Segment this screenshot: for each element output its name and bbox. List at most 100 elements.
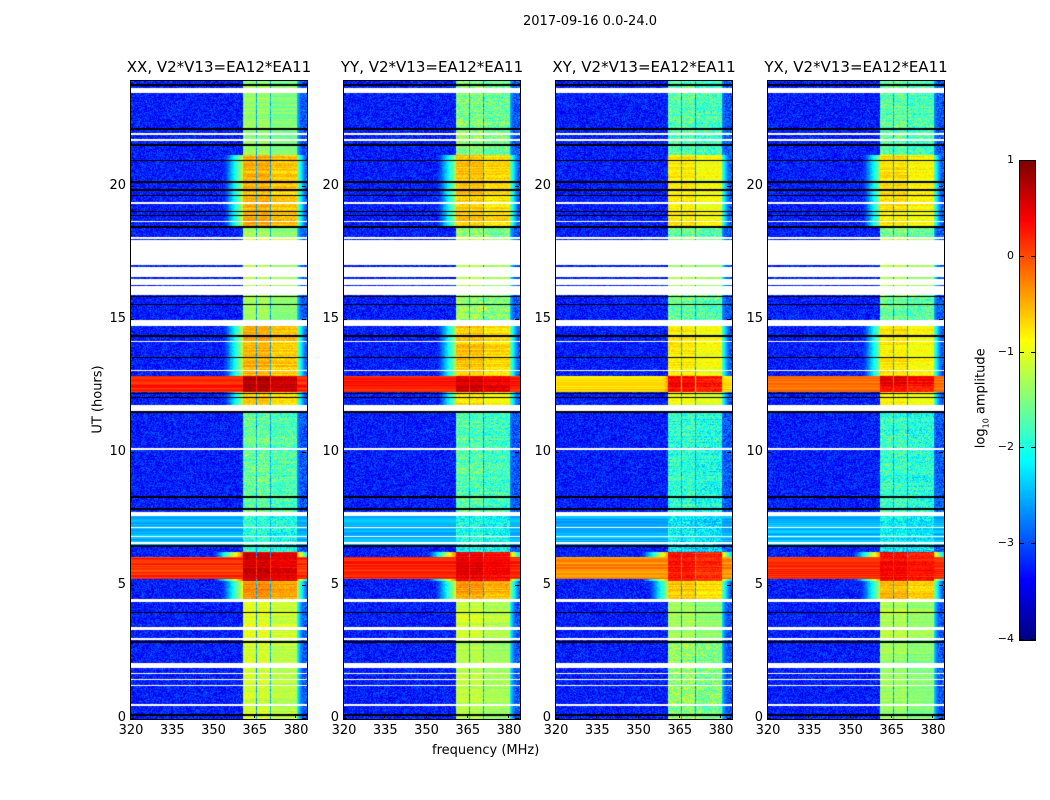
y-tick-label: 5 (330, 577, 339, 593)
x-tick-mark (384, 714, 386, 718)
colorbar-tick-label: 1 (1007, 153, 1014, 166)
x-tick-mark (212, 714, 214, 718)
x-tick-mark (253, 714, 255, 718)
colorbar-tick-mark (1020, 351, 1024, 353)
waterfall-image (131, 81, 307, 719)
colorbar-label: log10 amplitude (973, 348, 991, 449)
y-tick-label: 10 (746, 444, 763, 460)
y-tick-mark (727, 186, 731, 188)
x-tick-label: 380 (496, 723, 522, 738)
y-tick-mark (130, 585, 134, 587)
spectrogram-panel: YY, V2*V13=EA12*EA11 0 5 10 15 20 320 335 350 365… (322, 58, 523, 738)
x-tick-label: 320 (755, 723, 781, 738)
y-tick-mark (767, 452, 771, 454)
x-tick-label: 380 (283, 723, 309, 738)
x-tick-label: 350 (626, 723, 651, 738)
y-tick-label: 5 (117, 577, 126, 593)
colorbar-tick-label: −4 (997, 632, 1014, 645)
y-tick-mark (555, 186, 559, 188)
y-tick-label: 15 (322, 311, 339, 327)
colorbar-tick-mark (1031, 351, 1035, 353)
y-tick-mark (555, 585, 559, 587)
y-tick-label: 5 (542, 577, 551, 593)
x-tick-mark (171, 714, 173, 718)
colorbar-tick-mark (1020, 543, 1024, 545)
y-tick-mark (939, 452, 943, 454)
colorbar-tick-label: 0 (1007, 248, 1014, 262)
y-tick-label: 20 (534, 178, 551, 194)
x-tick-label: 320 (543, 723, 569, 738)
colorbar-tick-mark (1031, 447, 1035, 449)
colorbar-tick-mark (1020, 160, 1024, 161)
x-tick-label: 365 (455, 723, 481, 738)
x-tick-label: 335 (159, 723, 185, 738)
y-tick-mark (343, 452, 347, 454)
y-tick-mark (302, 452, 306, 454)
y-tick-mark (130, 452, 134, 454)
y-tick-mark (515, 452, 519, 454)
y-tick-label: 15 (109, 311, 126, 327)
x-tick-mark (425, 714, 427, 718)
y-tick-mark (555, 452, 559, 454)
y-tick-mark (130, 718, 134, 719)
x-tick-label: 380 (708, 723, 734, 738)
colorbar-tick-mark (1031, 639, 1035, 640)
colorbar-tick-label: −3 (997, 536, 1014, 550)
x-tick-mark (343, 714, 344, 718)
colorbar-tick-mark (1031, 255, 1035, 257)
x-tick-label: 365 (242, 723, 268, 738)
colorbar-tick-label: −2 (997, 440, 1014, 454)
y-tick-label: 0 (542, 710, 551, 725)
waterfall-image (344, 81, 520, 719)
y-tick-label: 0 (117, 710, 126, 725)
colorbar-tick-mark (1031, 543, 1035, 545)
spectrogram-panel: XX, V2*V13=EA12*EA11 0 5 10 15 20 320 335 350 365… (109, 58, 311, 738)
x-tick-mark (130, 714, 131, 718)
x-tick-mark (720, 714, 721, 718)
x-tick-label: 350 (414, 723, 439, 738)
y-tick-label: 0 (330, 710, 339, 725)
x-tick-mark (555, 714, 556, 718)
y-tick-mark (343, 585, 347, 587)
x-tick-mark (637, 714, 639, 718)
x-tick-mark (466, 714, 468, 718)
y-tick-label: 0 (754, 710, 763, 725)
x-axis-label: frequency (MHz) (432, 743, 540, 758)
y-tick-label: 10 (322, 444, 339, 460)
y-tick-mark (727, 718, 731, 719)
y-tick-mark (939, 319, 943, 321)
y-tick-mark (515, 718, 519, 719)
y-tick-label: 10 (109, 444, 126, 460)
x-tick-mark (295, 714, 296, 718)
colorbar-tick-mark (1020, 255, 1024, 257)
colorbar (1019, 160, 1036, 641)
y-tick-label: 20 (746, 178, 763, 194)
x-tick-label: 320 (118, 723, 144, 738)
x-tick-mark (596, 714, 598, 718)
y-tick-mark (939, 186, 943, 188)
panel-title: XY, V2*V13=EA12*EA11 (552, 58, 736, 76)
colorbar-tick-mark (1020, 447, 1024, 449)
x-tick-label: 365 (667, 723, 693, 738)
y-tick-mark (302, 585, 306, 587)
y-tick-mark (515, 319, 519, 321)
colorbar-tick-mark (1031, 160, 1035, 161)
y-tick-mark (130, 319, 134, 321)
x-tick-label: 335 (796, 723, 822, 738)
y-tick-mark (939, 718, 943, 719)
y-tick-mark (939, 585, 943, 587)
spectrogram-panel: XY, V2*V13=EA12*EA11 0 5 10 15 20 320 335 350 365… (534, 58, 735, 738)
y-tick-mark (767, 319, 771, 321)
y-tick-label: 15 (534, 311, 551, 327)
panel-title: YY, V2*V13=EA12*EA11 (340, 58, 524, 76)
y-tick-mark (555, 718, 559, 719)
waterfall-image (768, 81, 944, 719)
x-tick-mark (767, 714, 768, 718)
panel-title: XX, V2*V13=EA12*EA11 (126, 58, 312, 76)
x-tick-mark (890, 714, 892, 718)
y-tick-mark (302, 319, 306, 321)
waterfall-image (556, 81, 732, 719)
y-tick-label: 20 (322, 178, 339, 194)
y-tick-mark (727, 319, 731, 321)
y-tick-mark (343, 186, 347, 188)
